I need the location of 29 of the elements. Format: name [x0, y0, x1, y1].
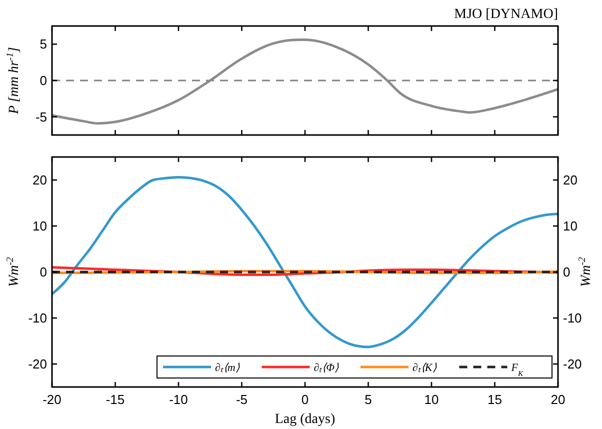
y2-tick-label: -20	[563, 356, 582, 372]
x-tick-label: 20	[550, 392, 566, 407]
legend-label: ∂ₜ⟨m⟩	[215, 362, 240, 374]
legend-label: F$_{K}$	[510, 362, 524, 378]
x-tick-label: 5	[364, 392, 372, 407]
y-tick-label: 0	[40, 73, 47, 88]
x-tick-label: 0	[301, 392, 309, 407]
y-tick-label: 10	[32, 218, 47, 234]
x-tick-label: -10	[169, 392, 188, 407]
legend-label: ∂ₜ⟨Φ⟩	[314, 362, 340, 374]
y-tick-label: -5	[35, 109, 47, 124]
x-tick-label: -5	[236, 392, 248, 407]
y-tick-label: -10	[28, 310, 47, 326]
y2-tick-label: 10	[563, 218, 578, 234]
legend-label: ∂ₜ⟨K⟩	[412, 362, 438, 374]
x-axis-title: Lag (days)	[274, 412, 336, 427]
y2-tick-label: -10	[563, 310, 582, 326]
y-tick-label: 20	[32, 172, 47, 188]
line-series	[50, 176, 560, 348]
y2-tick-label: 0	[563, 264, 570, 280]
x-tick-label: 15	[488, 392, 502, 407]
y2-tick-label: 20	[563, 172, 578, 188]
x-tick-label: -15	[106, 392, 125, 407]
line-series	[50, 38, 560, 125]
y-tick-label: 5	[40, 36, 47, 52]
y-tick-label: -20	[28, 356, 47, 372]
y-tick-label: 0	[40, 264, 47, 280]
chart-title: MJO [DYNAMO]	[454, 7, 558, 22]
x-tick-label: 10	[424, 392, 439, 407]
